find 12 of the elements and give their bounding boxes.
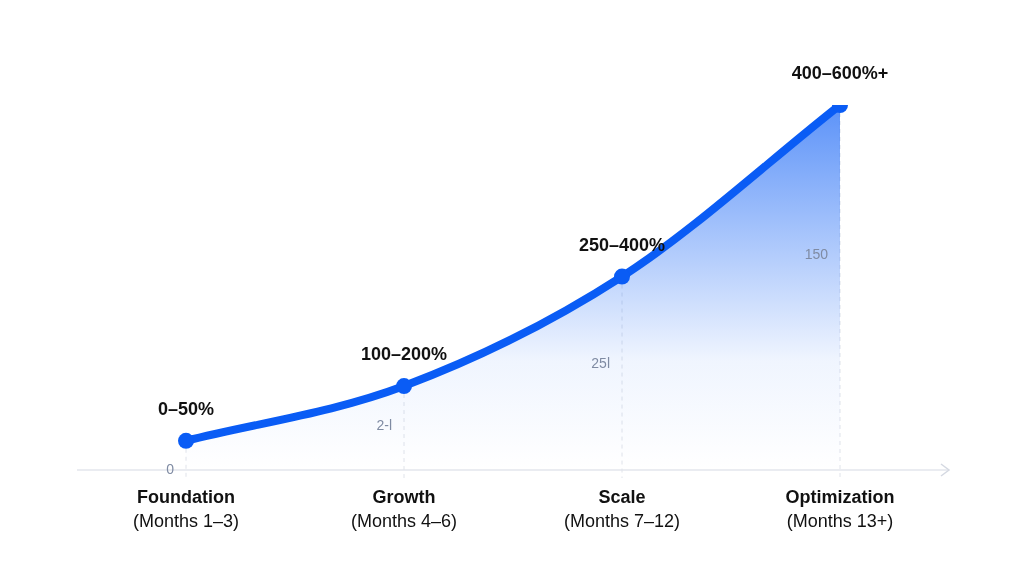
- x-tick-label: Scale (Months 7–12): [563, 486, 681, 531]
- annotation: 150: [804, 245, 829, 262]
- annotation: 2-l: [376, 417, 392, 434]
- annotation: 250–400%: [578, 234, 666, 255]
- annotation: 0–50%: [157, 398, 215, 419]
- x-tick-label: Optimization (Months 13+): [785, 486, 895, 531]
- annotation: 400–600%+: [791, 62, 889, 83]
- x-tick-label: Foundation (Months 1–3): [132, 486, 240, 531]
- annotation: 0: [166, 460, 175, 477]
- annotation: 25l: [591, 355, 610, 372]
- x-tick-label: Growth (Months 4–6): [350, 486, 458, 531]
- annotation: 100–200%: [360, 344, 448, 365]
